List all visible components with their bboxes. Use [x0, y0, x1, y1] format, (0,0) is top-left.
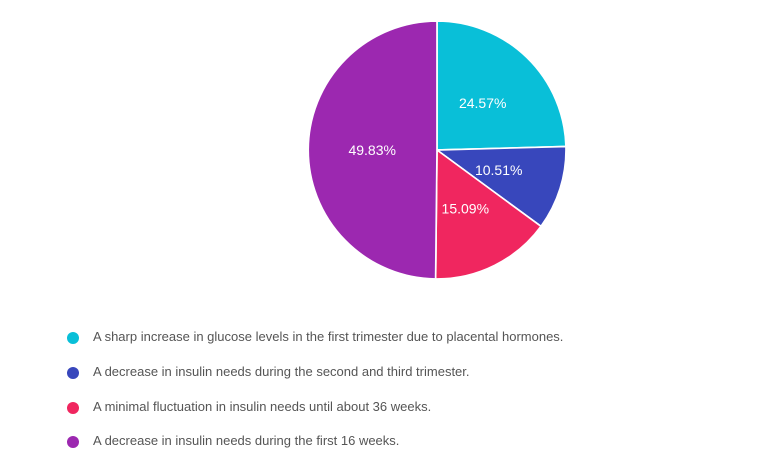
- svg-text:10.51%: 10.51%: [475, 162, 522, 178]
- svg-text:49.83%: 49.83%: [348, 142, 395, 158]
- svg-text:15.09%: 15.09%: [442, 201, 489, 217]
- svg-text:24.57%: 24.57%: [459, 95, 506, 111]
